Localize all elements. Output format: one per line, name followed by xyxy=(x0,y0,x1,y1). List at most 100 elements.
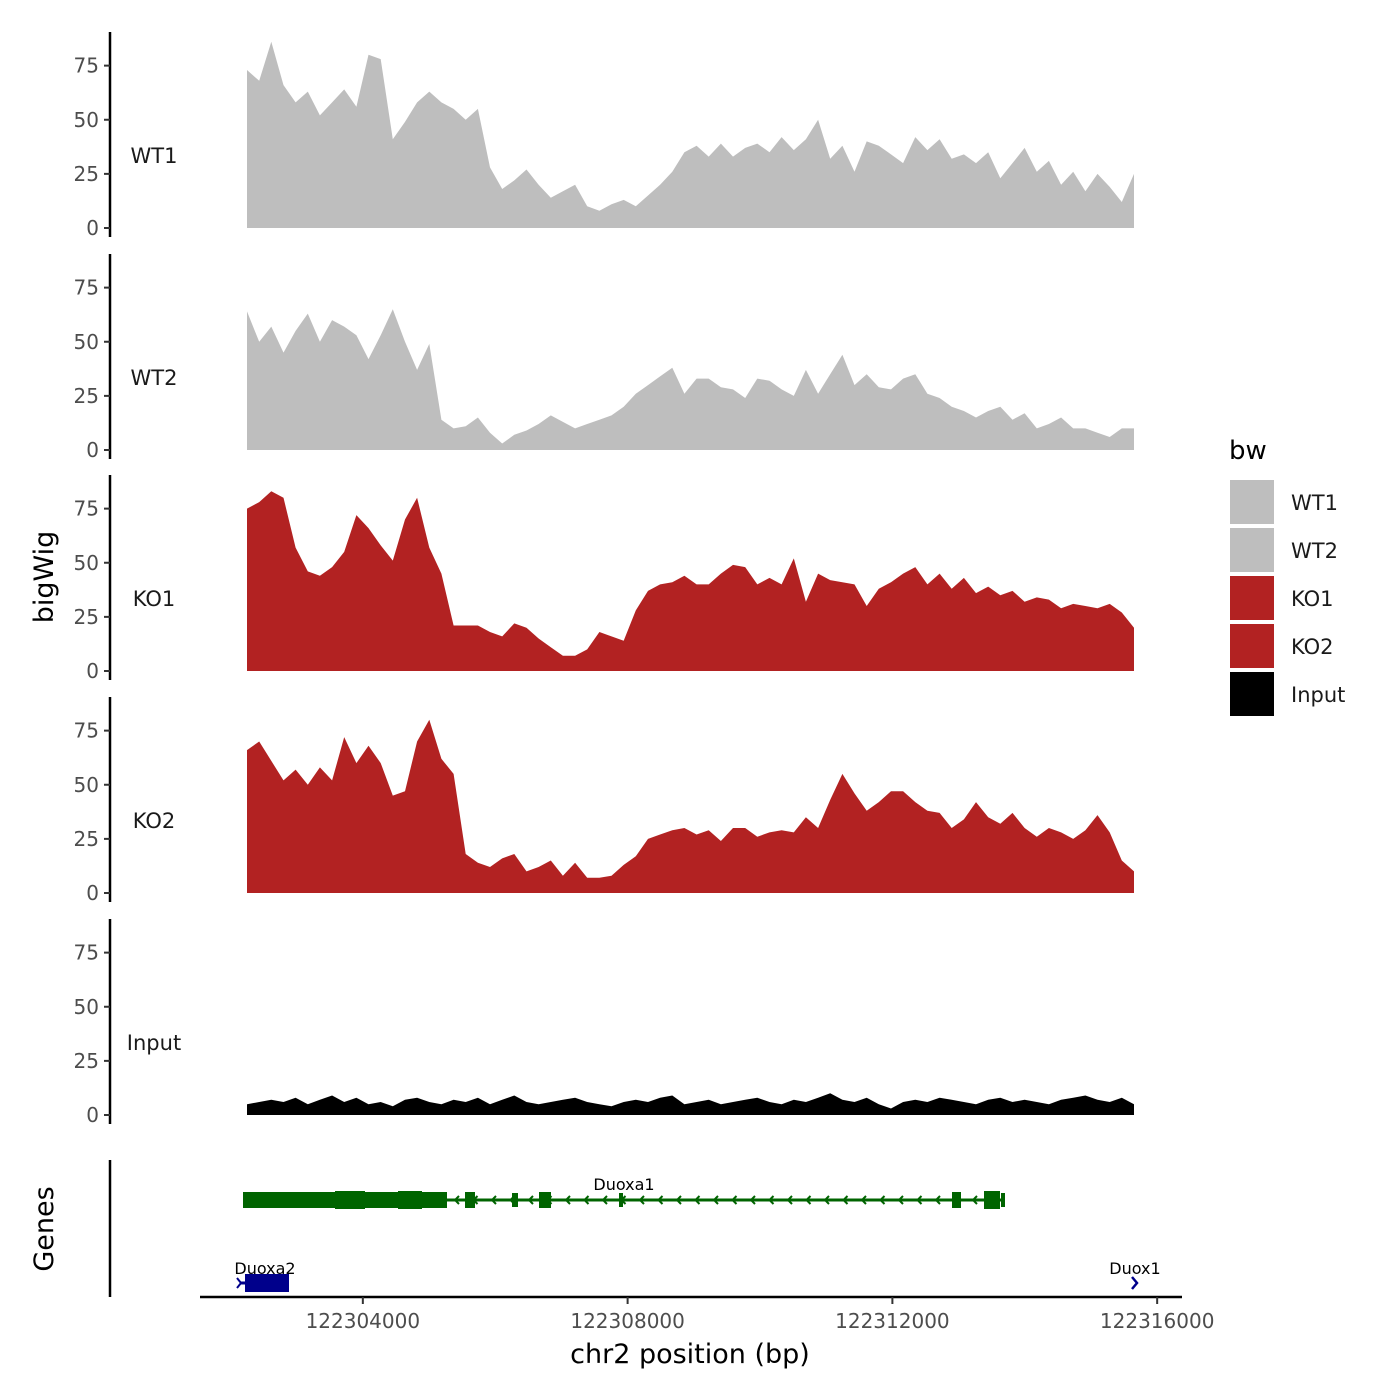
track-label-wt2: WT2 xyxy=(131,366,178,390)
area-wt1 xyxy=(247,41,1134,228)
gene-duoxa1: Duoxa1 xyxy=(243,1175,1005,1209)
gene-duoxa1-strand-arrow xyxy=(638,1195,645,1205)
gene-duoxa1-strand-arrow xyxy=(583,1195,590,1205)
y-tick-label-wt1-50: 50 xyxy=(74,108,99,132)
gene-duoxa1-strand-arrow xyxy=(657,1195,664,1205)
track-ko1: 0 25 50 75 KO1 xyxy=(74,475,1134,683)
y-tick-label-wt1-0: 0 xyxy=(86,216,99,240)
gene-duoxa1-exon xyxy=(952,1192,961,1208)
gene-duoxa1-exon xyxy=(539,1192,551,1208)
x-axis-title: chr2 position (bp) xyxy=(570,1339,810,1370)
y-tick-label-ko1-50: 50 xyxy=(74,551,99,575)
gene-label-duoxa2: Duoxa2 xyxy=(234,1259,295,1278)
legend: bw WT1 WT2 KO1 KO2 Input xyxy=(1229,436,1345,716)
legend-swatch-input xyxy=(1230,672,1274,716)
gene-duoxa1-strand-arrow xyxy=(620,1195,627,1205)
gene-duoxa1-strand-arrow xyxy=(694,1195,701,1205)
gene-duoxa1-strand-arrow xyxy=(971,1195,978,1205)
gene-duox1-strand-arrow xyxy=(1131,1276,1139,1290)
gene-duoxa1-strand-arrow xyxy=(934,1195,941,1205)
y-tick-label-wt1-25: 25 xyxy=(74,162,99,186)
y-tick-label-input-25: 25 xyxy=(74,1049,99,1073)
gene-duoxa1-strand-arrow xyxy=(546,1195,553,1205)
gene-duoxa1-strand-arrow xyxy=(731,1195,738,1205)
gene-duoxa1-strand-arrow xyxy=(527,1195,534,1205)
y-tick-label-wt2-25: 25 xyxy=(74,384,99,408)
legend-swatch-ko2 xyxy=(1230,624,1274,668)
legend-title: bw xyxy=(1229,436,1267,466)
y-tick-label-ko2-0: 0 xyxy=(86,881,99,905)
y-tick-label-wt2-0: 0 xyxy=(86,438,99,462)
gene-duoxa1-exon xyxy=(465,1192,475,1208)
y-tick-label-input-75: 75 xyxy=(74,941,99,965)
legend-label-input: Input xyxy=(1291,683,1345,707)
x-tick-label-0: 122304000 xyxy=(306,1309,421,1333)
y-tick-label-wt2-50: 50 xyxy=(74,330,99,354)
gene-duoxa1-exon xyxy=(1001,1193,1005,1207)
track-label-ko1: KO1 xyxy=(133,587,176,611)
gene-duoxa1-strand-arrow xyxy=(842,1195,849,1205)
track-label-wt1: WT1 xyxy=(131,144,178,168)
y-tick-label-wt1-75: 75 xyxy=(74,54,99,78)
coverage-tracks: 0 25 50 75 WT1 0 25 50 75 WT2 0 25 50 75 KO1 0 25 50 75 KO2… xyxy=(74,32,1134,1127)
gene-duoxa1-strand-arrow xyxy=(860,1195,867,1205)
gene-duoxa2: Duoxa2 xyxy=(234,1259,296,1292)
x-tick-label-3: 122316000 xyxy=(1100,1309,1215,1333)
gene-label-duox1: Duox1 xyxy=(1109,1259,1160,1278)
y-tick-label-ko2-75: 75 xyxy=(74,719,99,743)
y-tick-label-ko2-25: 25 xyxy=(74,827,99,851)
gene-duoxa1-strand-arrow xyxy=(601,1195,608,1205)
gene-panel-title: Genes xyxy=(29,1186,60,1271)
legend-swatch-ko1 xyxy=(1230,576,1274,620)
area-input xyxy=(247,1093,1134,1115)
gene-label-duoxa1: Duoxa1 xyxy=(593,1175,654,1194)
track-wt1: 0 25 50 75 WT1 xyxy=(74,32,1134,240)
gene-duoxa1-exon xyxy=(398,1191,422,1209)
gene-duoxa1-strand-arrow xyxy=(805,1195,812,1205)
gene-duoxa1-exon xyxy=(335,1191,365,1209)
y-tick-label-wt2-75: 75 xyxy=(74,276,99,300)
gene-duoxa1-strand-arrow xyxy=(879,1195,886,1205)
gene-duoxa1-strand-arrow xyxy=(823,1195,830,1205)
x-axis: 122304000 122308000 122312000 122316000 xyxy=(200,1295,1215,1333)
gene-duoxa1-strand-arrow xyxy=(749,1195,756,1205)
y-tick-label-ko1-25: 25 xyxy=(74,605,99,629)
gene-duoxa1-strand-arrow xyxy=(953,1195,960,1205)
track-ko2: 0 25 50 75 KO2 xyxy=(74,697,1134,905)
y-tick-label-input-50: 50 xyxy=(74,995,99,1019)
gene-duoxa1-strand-arrow xyxy=(768,1195,775,1205)
legend-label-ko2: KO2 xyxy=(1291,635,1334,659)
gene-duoxa2-exon xyxy=(245,1274,289,1292)
legend-label-wt2: WT2 xyxy=(1291,539,1338,563)
area-ko1 xyxy=(247,491,1134,671)
gene-duox1: Duox1 xyxy=(1109,1259,1161,1290)
gene-duoxa1-strand-arrow xyxy=(712,1195,719,1205)
x-tick-label-2: 122312000 xyxy=(835,1309,950,1333)
track-input: 0 25 50 75 Input xyxy=(74,919,1134,1127)
gene-duoxa1-strand-arrow xyxy=(675,1195,682,1205)
track-label-ko2: KO2 xyxy=(133,809,176,833)
legend-swatch-wt2 xyxy=(1230,528,1274,572)
gene-duoxa1-exon xyxy=(512,1193,518,1207)
legend-swatch-wt1 xyxy=(1230,480,1274,524)
y-tick-label-ko2-50: 50 xyxy=(74,773,99,797)
gene-duoxa1-strand-arrow xyxy=(472,1195,479,1205)
x-tick-label-1: 122308000 xyxy=(570,1309,685,1333)
legend-label-ko1: KO1 xyxy=(1291,587,1334,611)
gene-duoxa1-strand-arrow xyxy=(453,1195,460,1205)
gene-duoxa1-strand-arrow xyxy=(786,1195,793,1205)
area-ko2 xyxy=(247,719,1134,893)
y-tick-label-input-0: 0 xyxy=(86,1103,99,1127)
legend-label-wt1: WT1 xyxy=(1291,491,1338,515)
genes-panel: Duoxa1 Duoxa2 Duox1 xyxy=(108,1160,1161,1297)
gene-duoxa1-strand-arrow xyxy=(490,1195,497,1205)
y-tick-label-ko1-75: 75 xyxy=(74,497,99,521)
gene-duoxa1-strand-arrow xyxy=(897,1195,904,1205)
track-wt2: 0 25 50 75 WT2 xyxy=(74,254,1134,462)
y-axis-title: bigWig xyxy=(29,531,60,624)
gene-duoxa1-strand-arrow xyxy=(564,1195,571,1205)
gene-duoxa1-strand-arrow xyxy=(509,1195,516,1205)
y-tick-label-ko1-0: 0 xyxy=(86,659,99,683)
area-wt2 xyxy=(247,309,1134,450)
